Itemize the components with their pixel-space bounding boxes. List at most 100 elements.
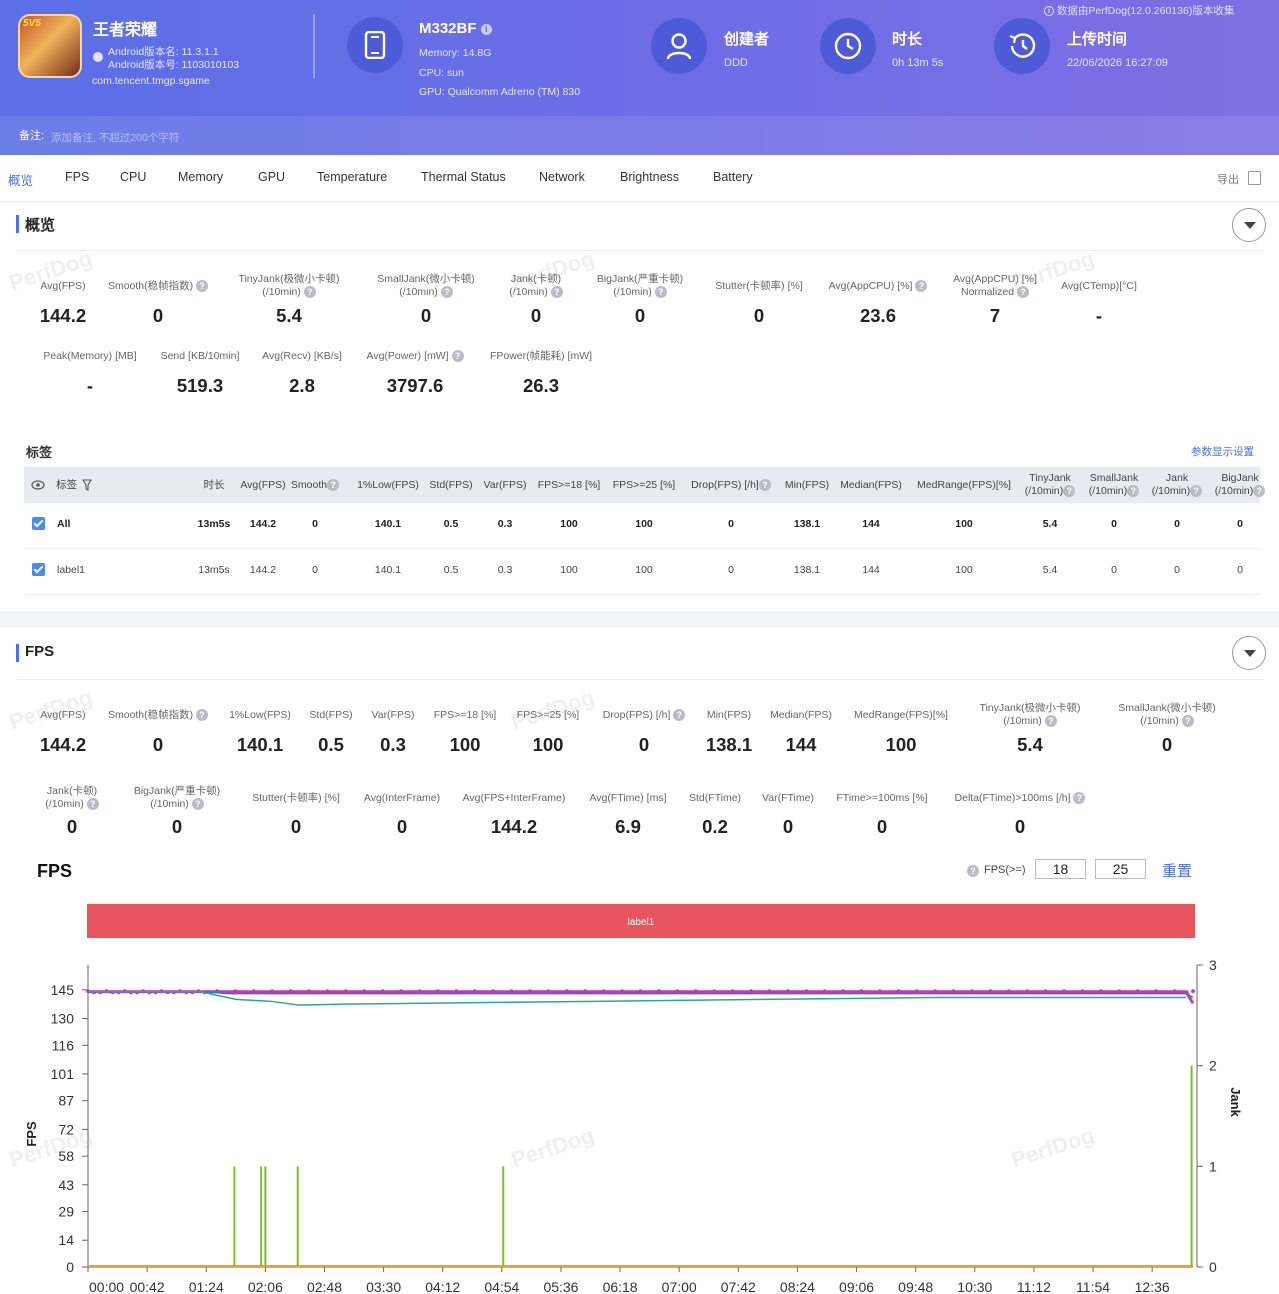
- help-icon[interactable]: ?: [451, 350, 464, 363]
- metric-label: Send [KB/10min]: [120, 350, 280, 363]
- help-icon[interactable]: ?: [1017, 286, 1030, 299]
- table-header-cell[interactable]: 时长: [159, 479, 269, 492]
- table-header-cell[interactable]: Drop(FPS) [/h]?: [676, 479, 786, 492]
- divider: [16, 679, 1264, 680]
- table-icon[interactable]: [1248, 171, 1261, 185]
- help-icon[interactable]: ?: [196, 709, 209, 722]
- help-icon[interactable]: ?: [86, 798, 99, 811]
- metric-label-text: (/10min): [1003, 715, 1042, 727]
- table-header-cell[interactable]: Smooth?: [260, 479, 370, 492]
- fps-point: [491, 989, 496, 994]
- fps-threshold-input-1[interactable]: 18: [1035, 859, 1086, 879]
- filter-icon[interactable]: [82, 479, 92, 491]
- fps-point: [1043, 989, 1048, 994]
- tab-fps[interactable]: FPS: [65, 170, 90, 184]
- tab-overview[interactable]: 概览: [8, 174, 34, 188]
- tab-brightness[interactable]: Brightness: [620, 170, 680, 184]
- table-cell: 138.1: [793, 564, 821, 576]
- help-icon[interactable]: ?: [196, 280, 209, 293]
- reset-button[interactable]: 重置: [1162, 863, 1193, 880]
- tab-battery[interactable]: Battery: [713, 170, 753, 184]
- export-button[interactable]: 导出: [1217, 174, 1239, 186]
- fps-point: [730, 989, 735, 994]
- remark-input[interactable]: 添加备注, 不超过200个字符: [51, 132, 180, 144]
- fps-point: [878, 989, 882, 994]
- table-header-cell[interactable]: Var(FPS): [450, 479, 560, 492]
- duration-title: 时长: [892, 31, 923, 48]
- collapse-overview-button[interactable]: [1232, 208, 1266, 242]
- help-icon[interactable]: ?: [1073, 792, 1086, 805]
- tab-network[interactable]: Network: [539, 170, 585, 184]
- tab-temperature[interactable]: Temperature: [317, 170, 388, 184]
- tab-memory[interactable]: Memory: [178, 170, 224, 184]
- param-settings-link[interactable]: 参数显示设置: [1191, 446, 1254, 458]
- help-icon[interactable]: ?: [1190, 485, 1203, 498]
- fps-point: [509, 989, 514, 994]
- label-band-text: label1: [627, 917, 655, 928]
- metric-label-text: Delta(FTime)>100ms [/h]: [954, 792, 1071, 804]
- table-cell: 13m5s: [197, 518, 231, 530]
- table-header-cell[interactable]: SmallJank (/10min)?: [1059, 472, 1169, 498]
- help-icon[interactable]: ?: [303, 286, 316, 299]
- help-icon[interactable]: ?: [550, 286, 563, 299]
- tab-cpu[interactable]: CPU: [120, 170, 147, 184]
- table-header-cell[interactable]: 1%Low(FPS): [333, 479, 443, 492]
- table-header-cell[interactable]: 标签: [56, 479, 86, 492]
- metric-label: Delta(FTime)>100ms [/h] ?: [940, 792, 1100, 805]
- fps-point: [472, 989, 477, 994]
- table-cell: 0: [728, 564, 734, 576]
- help-icon[interactable]: ?: [673, 709, 686, 722]
- table-header-cell[interactable]: Median(FPS): [816, 479, 926, 492]
- table-cell: 144.2: [249, 518, 277, 530]
- metric-value: 0: [782, 816, 794, 837]
- table-cell: 0: [312, 518, 318, 530]
- metric-value: -: [86, 375, 94, 396]
- device-info-icon[interactable]: i: [480, 23, 492, 35]
- fps-help-icon[interactable]: ?: [967, 865, 979, 877]
- metric-label: Avg(FPS): [0, 709, 143, 722]
- table-header-cell[interactable]: Jank (/10min)?: [1122, 472, 1232, 498]
- help-icon[interactable]: ?: [654, 286, 667, 299]
- row-checkbox[interactable]: [32, 517, 45, 530]
- table-header-cell[interactable]: FPS>=18 [%]: [514, 479, 624, 492]
- history-icon: [994, 18, 1050, 74]
- table-header-cell[interactable]: Min(FPS): [752, 479, 862, 492]
- table-header-cell[interactable]: MedRange(FPS)[%]: [909, 479, 1019, 492]
- fps-threshold-input-2[interactable]: 25: [1095, 859, 1146, 879]
- upload-title: 上传时间: [1067, 31, 1128, 48]
- x-tick-label: 02:06: [248, 1279, 283, 1294]
- table-header-cell[interactable]: FPS>=25 [%]: [589, 479, 699, 492]
- help-icon[interactable]: ?: [1063, 485, 1076, 498]
- help-icon[interactable]: ?: [440, 286, 453, 299]
- y-tick-label: 101: [51, 1066, 75, 1082]
- eye-icon[interactable]: [31, 479, 45, 491]
- help-icon[interactable]: ?: [758, 479, 771, 492]
- table-header-cell[interactable]: BigJank (/10min)?: [1185, 472, 1279, 498]
- fps-point: [988, 989, 993, 994]
- row-checkbox[interactable]: [32, 563, 45, 576]
- help-icon[interactable]: ?: [191, 798, 204, 811]
- table-header-text: Jank: [1165, 472, 1189, 484]
- collapse-fps-button[interactable]: [1232, 636, 1266, 670]
- fps-point: [1172, 989, 1177, 994]
- help-icon[interactable]: ?: [915, 280, 928, 293]
- metric-label: Var(FPS): [313, 709, 473, 722]
- table-cell: 0: [1111, 518, 1117, 530]
- help-icon[interactable]: ?: [1127, 485, 1140, 498]
- fps-chart[interactable]: 0 14 29 43 58 72 87 101 116 130 145 0 1 2 3 00:00 00:42 0…: [0, 940, 1279, 1294]
- metric-value: 144: [785, 734, 817, 755]
- upload-value: 22/06/2026 16:27:09: [1067, 57, 1168, 69]
- y-tick-label: 145: [51, 982, 75, 998]
- help-icon[interactable]: ?: [1181, 715, 1194, 728]
- help-icon[interactable]: ?: [1044, 715, 1057, 728]
- table-header-cell[interactable]: TinyJank (/10min)?: [995, 472, 1105, 498]
- help-icon[interactable]: ?: [327, 479, 340, 492]
- tab-thermal-status[interactable]: Thermal Status: [421, 170, 506, 184]
- table-header-cell[interactable]: Std(FPS): [396, 479, 506, 492]
- table-header-cell[interactable]: Avg(FPS): [208, 479, 318, 492]
- tab-gpu[interactable]: GPU: [258, 170, 286, 184]
- metric-label-text: (/10min): [1140, 715, 1179, 727]
- help-icon[interactable]: ?: [1253, 485, 1266, 498]
- label-band[interactable]: label1: [87, 904, 1195, 938]
- clock-icon: [820, 18, 876, 74]
